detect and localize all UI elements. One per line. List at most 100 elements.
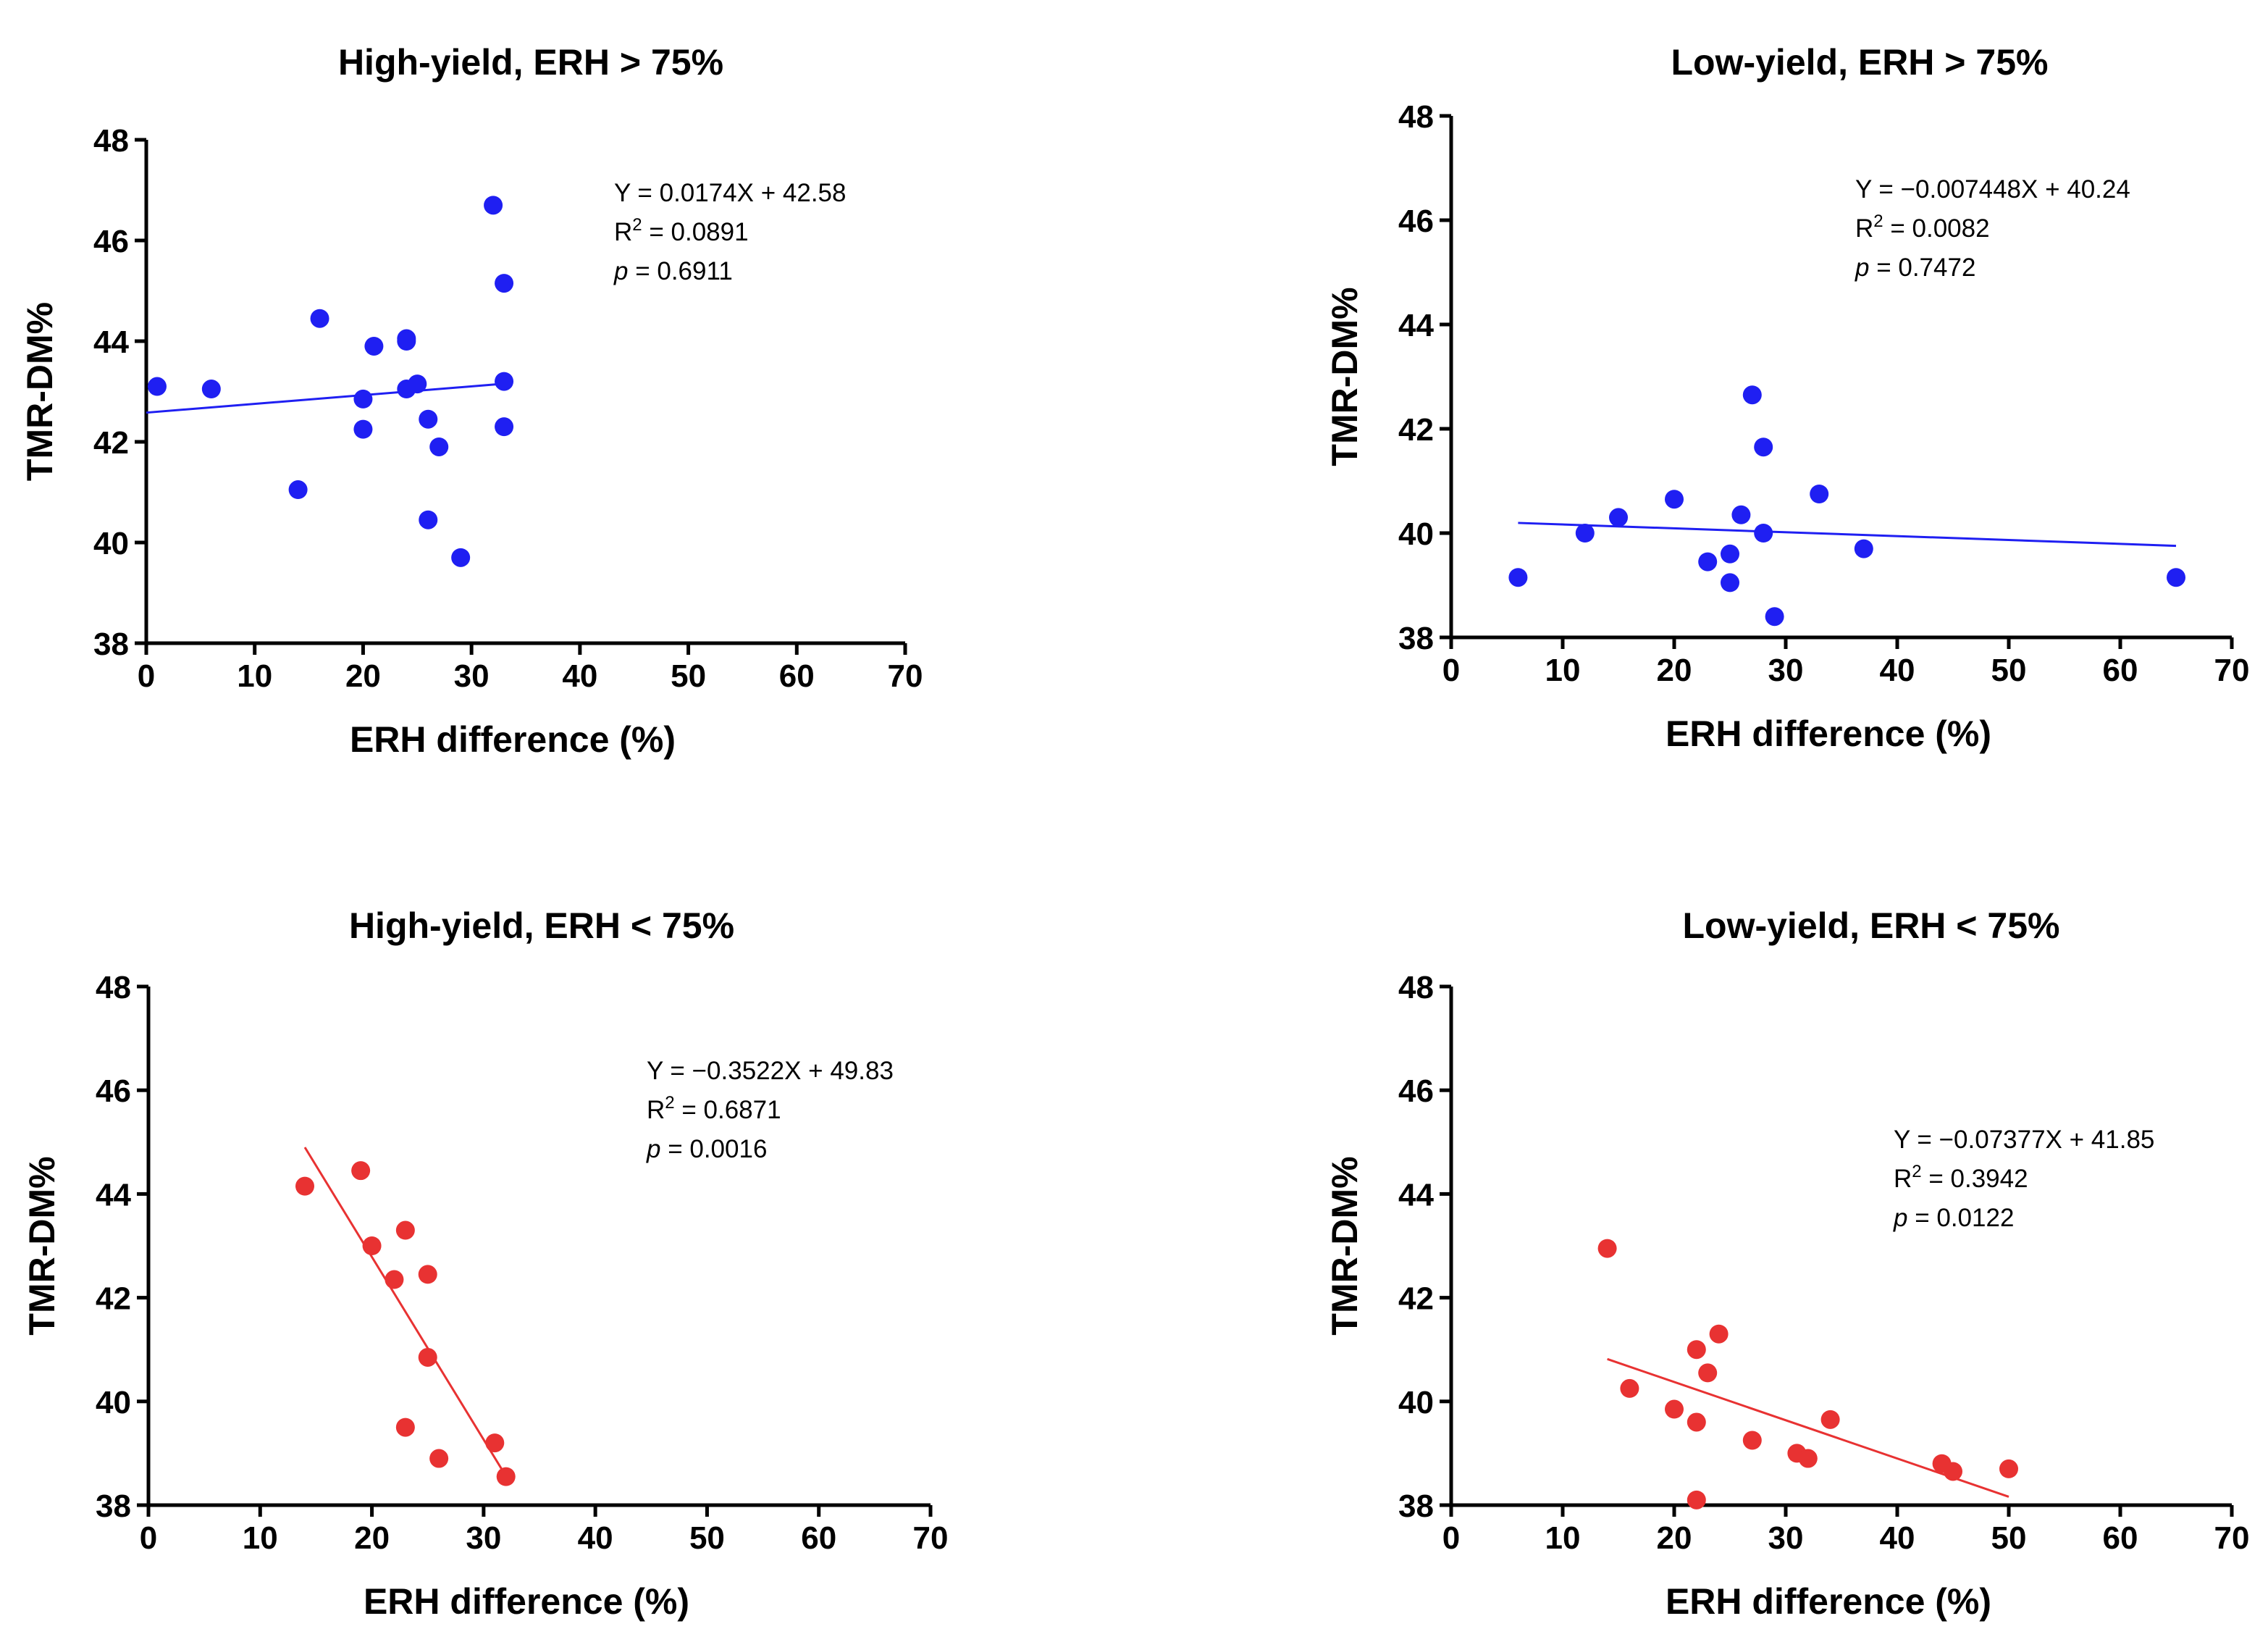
data-point: [495, 372, 514, 391]
x-axis-label: ERH difference (%): [350, 719, 676, 760]
r-squared: R2 = 0.0082: [1855, 212, 1990, 243]
regression-annotation: Y = 0.0174X + 42.58 R2 = 0.0891 p = 0.6911: [613, 179, 846, 285]
regression-annotation: Y = −0.007448X + 40.24 R2 = 0.0082 p = 0.7…: [1855, 175, 2130, 282]
x-tick-label: 20: [354, 1520, 390, 1556]
r-squared-prefix: R: [1855, 214, 1873, 243]
data-point: [201, 380, 221, 399]
regression-equation: Y = 0.0174X + 42.58: [614, 179, 846, 207]
r-squared-value: = 0.0891: [642, 218, 749, 246]
data-point: [1698, 552, 1718, 571]
data-point: [495, 274, 514, 293]
data-point: [1698, 1363, 1718, 1383]
data-point: [1721, 573, 1739, 592]
data-point: [288, 480, 308, 500]
data-point: [147, 377, 167, 396]
p-value-symbol: p: [646, 1135, 660, 1163]
x-tick-label: 60: [2103, 1520, 2138, 1556]
r-squared-superscript: 2: [1873, 212, 1883, 231]
x-tick-label: 50: [671, 658, 706, 694]
data-point: [2167, 568, 2185, 587]
y-axis-label: TMR-DM%: [1324, 287, 1365, 466]
x-tick-label: 30: [1768, 1520, 1804, 1556]
p-value: p = 0.0122: [1893, 1204, 2014, 1232]
panel-3: High-yield, ERH < 75% 0 10 20 30 40 50 60 70 38 40…: [22, 905, 948, 1622]
y-tick-label: 40: [96, 1385, 131, 1420]
panel-title: Low-yield, ERH > 75%: [1671, 42, 2049, 83]
data-point: [1765, 607, 1784, 627]
data-point: [1820, 1410, 1840, 1429]
x-tick-label: 40: [578, 1520, 613, 1556]
regression-equation: Y = −0.07377X + 41.85: [1894, 1126, 2154, 1154]
data-point: [419, 510, 438, 529]
p-value-symbol: p: [1855, 254, 1869, 282]
data-point: [408, 374, 427, 394]
data-point: [484, 196, 503, 215]
y-tick-label: 48: [96, 970, 131, 1005]
x-axis-label: ERH difference (%): [1666, 713, 1991, 754]
y-axis-label: TMR-DM%: [22, 1156, 62, 1335]
x-tick-label: 30: [1768, 653, 1804, 688]
data-point: [1597, 1239, 1617, 1258]
data-point: [395, 1417, 415, 1437]
regression-equation: Y = −0.3522X + 49.83: [647, 1057, 894, 1085]
y-tick-label: 48: [1398, 970, 1434, 1005]
data-point: [1810, 485, 1829, 503]
data-point: [495, 417, 514, 437]
x-tick-label: 70: [2214, 653, 2250, 688]
x-tick-label: 0: [1442, 1520, 1460, 1556]
data-point: [310, 309, 329, 328]
p-value: p = 0.0016: [646, 1135, 767, 1163]
y-tick-label: 40: [1398, 1385, 1434, 1420]
r-squared-prefix: R: [1894, 1165, 1912, 1193]
y-tick-label: 40: [1398, 516, 1434, 552]
x-tick-label: 20: [1657, 653, 1692, 688]
y-tick-label: 38: [1398, 621, 1434, 656]
data-point: [1944, 1462, 1962, 1481]
data-point: [451, 548, 471, 567]
y-tick-label: 44: [1398, 308, 1434, 343]
data-point: [418, 1265, 437, 1284]
data-point: [419, 409, 438, 429]
r-squared: R2 = 0.0891: [614, 215, 749, 246]
y-tick-label: 40: [93, 526, 129, 561]
y-tick-label: 48: [93, 123, 129, 159]
x-tick-label: 40: [1880, 653, 1915, 688]
x-tick-label: 0: [138, 658, 155, 694]
x-tick-label: 0: [140, 1520, 157, 1556]
data-point: [1687, 1412, 1706, 1432]
data-point: [1742, 1431, 1762, 1450]
data-point: [385, 1270, 404, 1289]
x-tick-label: 50: [1991, 653, 2027, 688]
y-tick-label: 46: [1398, 1073, 1434, 1109]
data-point: [1999, 1459, 2018, 1478]
data-point: [1709, 1324, 1729, 1344]
p-value-symbol: p: [1893, 1204, 1907, 1232]
data-point: [397, 332, 416, 351]
x-tick-label: 10: [1545, 1520, 1581, 1556]
y-tick-label: 38: [1398, 1488, 1434, 1524]
y-tick-label: 46: [93, 224, 129, 259]
data-point: [1754, 524, 1773, 543]
y-axis-label: TMR-DM%: [1324, 1156, 1365, 1335]
x-tick-label: 0: [1442, 653, 1460, 688]
data-point: [1687, 1340, 1706, 1360]
x-tick-label: 30: [454, 658, 490, 694]
data-point: [429, 437, 449, 456]
panel-title: Low-yield, ERH < 75%: [1683, 905, 2060, 946]
regression-line: [1518, 522, 2177, 548]
y-tick-label: 42: [93, 425, 129, 461]
regression-annotation: Y = −0.07377X + 41.85 R2 = 0.3942 p = 0.01…: [1893, 1126, 2154, 1232]
r-squared-prefix: R: [647, 1096, 665, 1124]
p-value-number: = 0.7472: [1869, 254, 1975, 282]
r-squared-prefix: R: [614, 218, 632, 246]
data-point: [1575, 524, 1595, 543]
p-value: p = 0.7472: [1855, 254, 1975, 282]
y-tick-label: 38: [96, 1488, 131, 1524]
data-point: [364, 336, 384, 356]
y-tick-label: 42: [96, 1281, 131, 1317]
x-axis-label: ERH difference (%): [1666, 1581, 1991, 1622]
p-value-symbol: p: [613, 257, 628, 285]
x-tick-label: 40: [1880, 1520, 1915, 1556]
data-point: [351, 1161, 371, 1181]
x-tick-label: 20: [1657, 1520, 1692, 1556]
